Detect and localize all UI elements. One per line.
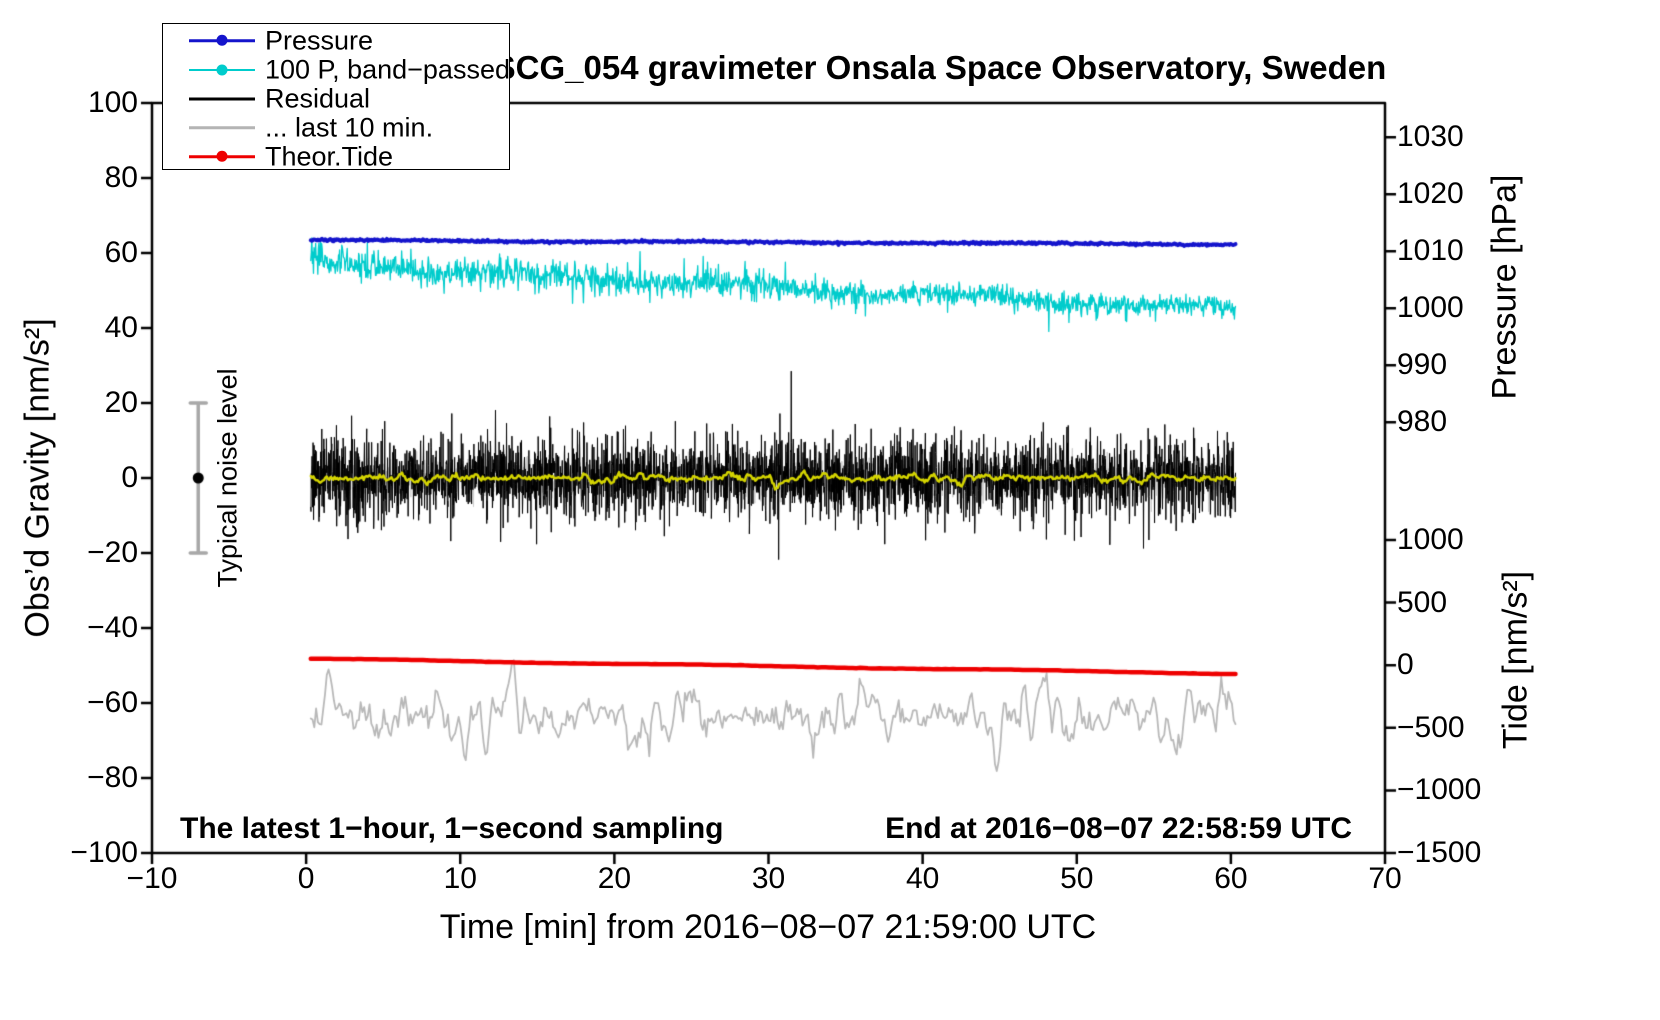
legend-item-label: ... last 10 min. xyxy=(265,112,434,142)
x-tick-label: 10 xyxy=(443,862,477,895)
legend-dot-marker xyxy=(216,151,228,162)
legend-line-sample xyxy=(189,125,255,130)
noise-level-label: Typical noise level xyxy=(212,368,243,588)
legend-item: Pressure xyxy=(163,25,509,55)
legend-item: Residual xyxy=(163,83,509,113)
gravity-tick-label: 60 xyxy=(104,236,138,269)
gravity-tick-label: −20 xyxy=(87,536,138,569)
legend-item-label: Pressure xyxy=(265,25,374,55)
pressure-tick-label: 1020 xyxy=(1397,177,1464,211)
x-tick-label: 50 xyxy=(1060,862,1094,895)
pressure-tick-label: 990 xyxy=(1397,348,1448,382)
gravity-tick-label: 40 xyxy=(104,311,138,344)
gravity-tick-label: −40 xyxy=(87,611,138,644)
pressure-tick-label: 980 xyxy=(1397,405,1448,439)
x-tick-label: 60 xyxy=(1214,862,1248,895)
x-tick-label: 30 xyxy=(751,862,786,895)
tide-tick-label: −1000 xyxy=(1397,773,1482,807)
legend-line-sample xyxy=(189,35,255,46)
legend-item: Theor.Tide xyxy=(163,141,509,171)
x-tick-label: 40 xyxy=(905,862,940,895)
x-tick-label: 20 xyxy=(597,862,632,895)
y-axis-label-tide: Tide [nm/s²] xyxy=(1496,570,1535,750)
tide-tick-label: −500 xyxy=(1397,710,1465,744)
x-tick-label: −10 xyxy=(126,862,178,895)
x-tick-label: 70 xyxy=(1368,862,1402,895)
legend: Pressure 100 P, band−passed Residual... la… xyxy=(162,23,510,171)
sampling-note: The latest 1−hour, 1−second sampling xyxy=(180,812,724,845)
tide-tick-label: 1000 xyxy=(1397,522,1464,556)
gravity-tick-label: −60 xyxy=(87,686,138,719)
legend-item-label: Theor.Tide xyxy=(265,141,394,171)
legend-dot-marker xyxy=(216,64,228,75)
gravity-tick-label: −100 xyxy=(70,836,138,869)
legend-item-label: Residual xyxy=(265,83,371,113)
tide-tick-label: 0 xyxy=(1397,648,1414,682)
legend-item-label: 100 P, band−passed xyxy=(265,54,510,84)
legend-line-sample xyxy=(189,64,255,75)
tide-tick-label: −1500 xyxy=(1397,836,1482,869)
pressure-tick-label: 1030 xyxy=(1397,120,1464,154)
legend-dot-marker xyxy=(216,35,228,46)
gravity-tick-label: 20 xyxy=(104,386,138,419)
legend-line-sample xyxy=(189,97,255,100)
y-axis-label-pressure: Pressure [hPa] xyxy=(1485,174,1524,400)
legend-item: 100 P, band−passed xyxy=(163,54,510,84)
x-tick-label: 0 xyxy=(297,862,315,895)
chart-title: SCG_054 gravimeter Onsala Space Observat… xyxy=(493,49,1387,86)
legend-line-sample xyxy=(189,151,255,162)
pressure-tick-label: 1000 xyxy=(1397,291,1464,325)
gravity-tick-label: 100 xyxy=(87,86,138,119)
gravity-tick-label: 0 xyxy=(121,461,138,494)
x-axis-label: Time [min] from 2016−08−07 21:59:00 UTC xyxy=(439,908,1097,946)
gravity-tick-label: 80 xyxy=(104,161,138,194)
end-time-note: End at 2016−08−07 22:58:59 UTC xyxy=(885,812,1352,845)
tide-tick-label: 500 xyxy=(1397,585,1448,619)
pressure-tick-label: 1010 xyxy=(1397,234,1464,268)
gravity-tick-label: −80 xyxy=(87,761,138,794)
legend-item: ... last 10 min. xyxy=(163,112,509,142)
